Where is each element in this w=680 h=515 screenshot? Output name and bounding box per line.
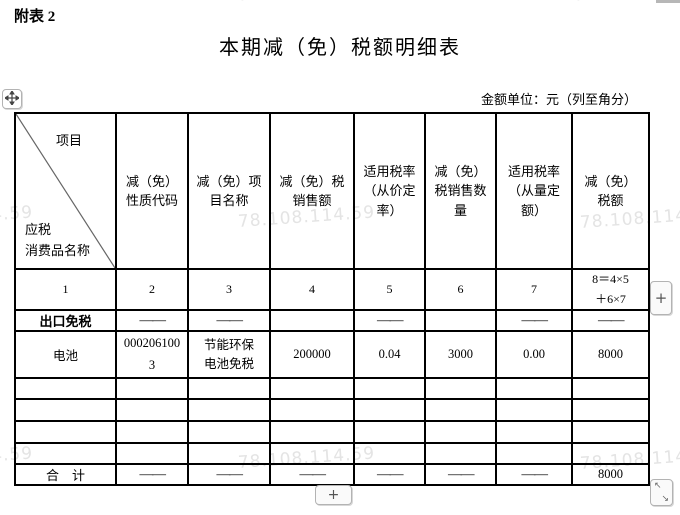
export-exempt-sales-quantity[interactable]: [424, 309, 497, 332]
empty-cell[interactable]: [269, 442, 355, 465]
unit-note: 金额单位：元（列至角分）: [480, 92, 637, 107]
empty-cell[interactable]: [424, 442, 497, 465]
numbering-cell-2: 2: [115, 268, 189, 311]
numbering-cell-4: 4: [269, 268, 355, 311]
empty-cell[interactable]: [353, 377, 426, 400]
page-title: 本期减（免）税额明细表: [219, 37, 461, 59]
numbering-cell-1: 1: [14, 268, 117, 311]
empty-cell[interactable]: [353, 420, 426, 444]
resize-se-icon: ↘: [661, 494, 669, 504]
empty-cell[interactable]: [424, 398, 497, 422]
empty-cell[interactable]: [115, 377, 189, 400]
empty-cell[interactable]: [495, 420, 573, 444]
empty-cell[interactable]: [424, 377, 497, 400]
battery-sales-amount[interactable]: 200000: [269, 330, 355, 379]
column-header-nature-code: 减（免） 性质代码: [115, 112, 189, 270]
column-header-sales-amount: 减（免）税 销售额: [269, 112, 355, 270]
empty-cell[interactable]: [269, 398, 355, 422]
empty-cell[interactable]: [115, 442, 189, 465]
watermark: 78.108.114.59: [237, 0, 375, 6]
empty-cell[interactable]: [14, 398, 117, 422]
column-header-tax-amount: 减（免） 税额: [571, 112, 650, 270]
empty-cell[interactable]: [269, 377, 355, 400]
table-row-empty: [14, 398, 650, 422]
export-exempt-ad-valorem-rate: ——: [353, 309, 426, 332]
empty-cell[interactable]: [353, 398, 426, 422]
battery-sales-quantity[interactable]: 3000: [424, 330, 497, 379]
empty-cell[interactable]: [187, 442, 271, 465]
numbering-cell-8-formula: 8＝4×5 ＋6×7: [571, 268, 650, 311]
empty-cell[interactable]: [353, 442, 426, 465]
column-header-item-name: 减（免）项 目名称: [187, 112, 271, 270]
empty-cell[interactable]: [495, 442, 573, 465]
empty-cell[interactable]: [14, 442, 117, 465]
total-nature-code: ——: [115, 463, 189, 486]
empty-cell[interactable]: [571, 420, 650, 444]
battery-specific-rate[interactable]: 0.00: [495, 330, 573, 379]
total-sales-amount: ——: [269, 463, 355, 486]
empty-cell[interactable]: [571, 442, 650, 465]
battery-ad-valorem-rate[interactable]: 0.04: [353, 330, 426, 379]
numbering-cell-3: 3: [187, 268, 271, 311]
empty-cell[interactable]: [14, 420, 117, 444]
row-label-export-exempt: 出口免税: [14, 309, 117, 332]
column-header-sales-quantity: 减（免） 税销售数 量: [424, 112, 497, 270]
numbering-cell-6: 6: [424, 268, 497, 311]
resize-nw-icon: ↖: [654, 481, 662, 491]
tax-reduction-detail-table: 项目 应税 消费品名称 减（免） 性质代码 减（免）项 目名称 减（免）税 销售…: [14, 112, 650, 486]
empty-cell[interactable]: [269, 420, 355, 444]
corner-goods-label: 应税 消费品名称: [25, 222, 91, 259]
table-row-empty: [14, 377, 650, 400]
add-row-side-button[interactable]: +: [650, 281, 672, 315]
numbering-cell-5: 5: [353, 268, 426, 311]
row-total: 合 计 —— —— —— —— —— —— 8000: [14, 463, 650, 486]
empty-cell[interactable]: [14, 377, 117, 400]
total-specific-rate: ——: [495, 463, 573, 486]
empty-cell[interactable]: [571, 377, 650, 400]
scrollbar-fragment[interactable]: [656, 0, 680, 3]
export-exempt-sales-amount[interactable]: [269, 309, 355, 332]
row-label-total: 合 计: [14, 463, 117, 486]
empty-cell[interactable]: [495, 377, 573, 400]
column-header-specific-rate: 适用税率 （从量定 额）: [495, 112, 573, 270]
diagonal-line: [16, 114, 115, 268]
resize-handle-button[interactable]: ↖ ↘: [650, 479, 673, 506]
move-icon: [3, 89, 21, 109]
empty-cell[interactable]: [115, 420, 189, 444]
empty-cell[interactable]: [424, 420, 497, 444]
row-export-exempt: 出口免税 —— —— —— —— ——: [14, 309, 650, 332]
battery-goods-name[interactable]: 电池: [14, 330, 117, 379]
table-row-empty: [14, 420, 650, 444]
move-handle-button[interactable]: [2, 89, 22, 109]
appendix-label: 附表 2: [14, 9, 56, 25]
table-row-empty: [14, 442, 650, 465]
row-battery: 电池 0002061003 节能环保 电池免税 200000 0.04 3000…: [14, 330, 650, 379]
battery-tax-amount[interactable]: 8000: [571, 330, 650, 379]
total-ad-valorem-rate: ——: [353, 463, 426, 486]
numbering-cell-7: 7: [495, 268, 573, 311]
total-sales-quantity: ——: [424, 463, 497, 486]
battery-nature-code[interactable]: 0002061003: [115, 330, 189, 379]
empty-cell[interactable]: [495, 398, 573, 422]
empty-cell[interactable]: [115, 398, 189, 422]
total-item-name: ——: [187, 463, 271, 486]
corner-cell: 项目 应税 消费品名称: [14, 112, 117, 270]
column-header-ad-valorem-rate: 适用税率 （从价定 率）: [353, 112, 426, 270]
add-row-bottom-button[interactable]: +: [315, 485, 352, 505]
empty-cell[interactable]: [187, 377, 271, 400]
export-exempt-tax-amount: ——: [571, 309, 650, 332]
corner-project-label: 项目: [56, 133, 83, 148]
total-tax-amount: 8000: [571, 463, 650, 486]
battery-item-name[interactable]: 节能环保 电池免税: [187, 330, 271, 379]
empty-cell[interactable]: [187, 398, 271, 422]
export-exempt-specific-rate: ——: [495, 309, 573, 332]
empty-cell[interactable]: [187, 420, 271, 444]
empty-cell[interactable]: [571, 398, 650, 422]
export-exempt-nature-code: ——: [115, 309, 189, 332]
export-exempt-item-name: ——: [187, 309, 271, 332]
